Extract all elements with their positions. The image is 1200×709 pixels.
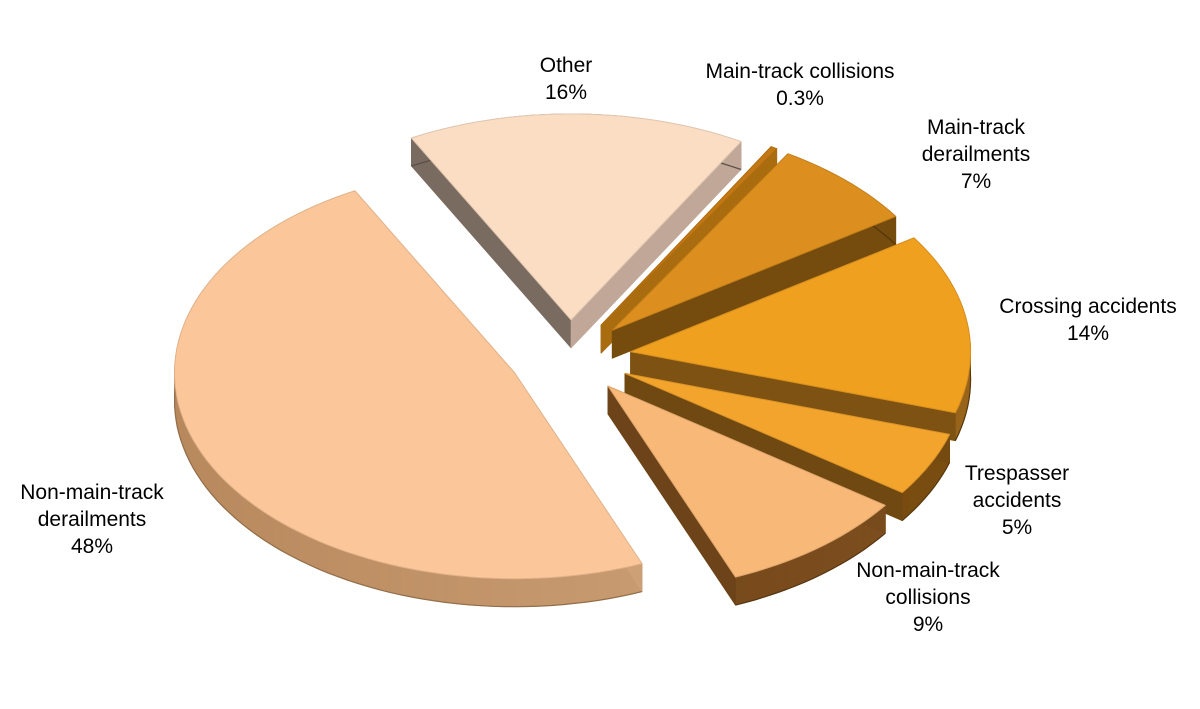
slice-label-text: Trespasser accidents [964, 462, 1070, 513]
slice-label-non-main-track-derailments: Non-main-track derailments 48% [0, 479, 187, 560]
slice-label-pct: 0.3% [776, 87, 824, 111]
slice-label-text: Crossing accidents [999, 295, 1177, 318]
slice-label-pct: 7% [960, 170, 992, 194]
slice-label-crossing-accidents: Crossing accidents 14% [975, 293, 1200, 347]
slice-label-text: Non-main-track collisions [856, 559, 1000, 610]
slice-label-trespasser-accidents: Trespasser accidents 5% [942, 460, 1092, 541]
slice-label-pct: 14% [1066, 322, 1110, 346]
slice-label-text: Non-main-track derailments [20, 481, 164, 532]
slice-label-text: Main-track collisions [705, 60, 895, 83]
pie-slice-other [410, 113, 742, 349]
slice-label-pct: 16% [544, 81, 588, 105]
slice-label-main-track-collisions: Main-track collisions 0.3% [670, 58, 930, 112]
slice-label-pct: 5% [1001, 516, 1033, 540]
pie-slice-non-main-track-collisions [607, 385, 886, 606]
pie-slice-main-track-derailments [611, 153, 897, 359]
pie-slice-crossing-accidents [630, 237, 972, 442]
slice-label-pct: 48% [70, 535, 114, 559]
slice-label-non-main-track-collisions: Non-main-track collisions 9% [836, 557, 1021, 638]
pie-slice-non-main-track-derailments [174, 190, 643, 608]
slice-label-text: Main-track derailments [921, 116, 1031, 167]
slice-label-other: Other 16% [501, 52, 631, 106]
slice-label-main-track-derailments: Main-track derailments 7% [896, 114, 1056, 195]
slice-label-text: Other [539, 54, 593, 77]
slice-label-pct: 9% [912, 613, 944, 637]
